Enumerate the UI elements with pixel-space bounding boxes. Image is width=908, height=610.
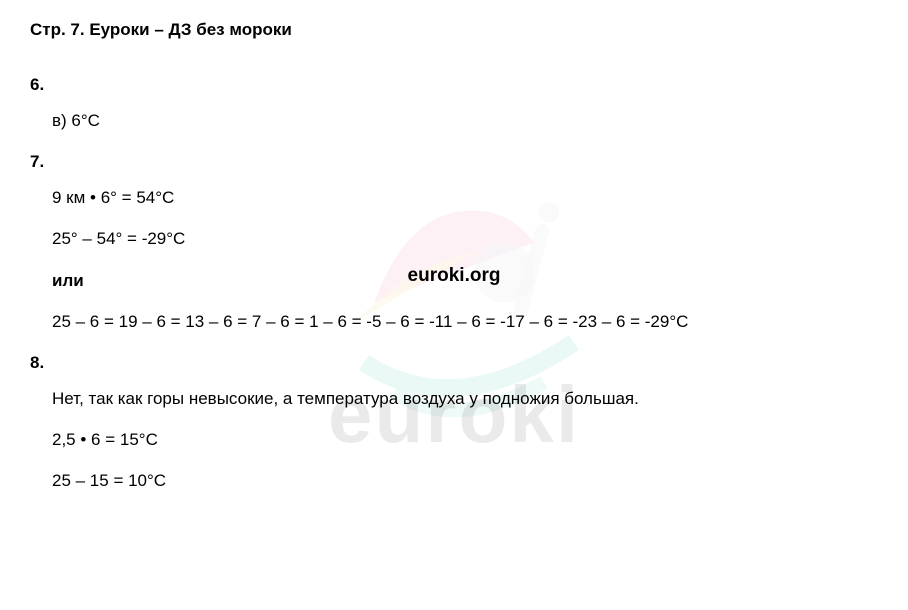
problem-7-line-1: 25° – 54° = -29°C xyxy=(52,225,878,252)
problem-8-number: 8. xyxy=(30,353,878,373)
watermark-text-small: euroki.org xyxy=(408,265,501,287)
page-title: Стр. 7. Еуроки – ДЗ без мороки xyxy=(30,20,878,40)
problem-7-number: 7. xyxy=(30,152,878,172)
problem-8-line-0: Нет, так как горы невысокие, а температу… xyxy=(52,385,878,412)
problem-7-line-0: 9 км • 6° = 54°C xyxy=(52,184,878,211)
problem-6-line-0: в) 6°C xyxy=(52,107,878,134)
problem-8-line-1: 2,5 • 6 = 15°C xyxy=(52,426,878,453)
problem-7-long: 25 – 6 = 19 – 6 = 13 – 6 = 7 – 6 = 1 – 6… xyxy=(52,308,878,335)
document-content: Стр. 7. Еуроки – ДЗ без мороки 6. в) 6°C… xyxy=(30,20,878,495)
problem-6-number: 6. xyxy=(30,75,878,95)
problem-8-line-2: 25 – 15 = 10°C xyxy=(52,467,878,494)
